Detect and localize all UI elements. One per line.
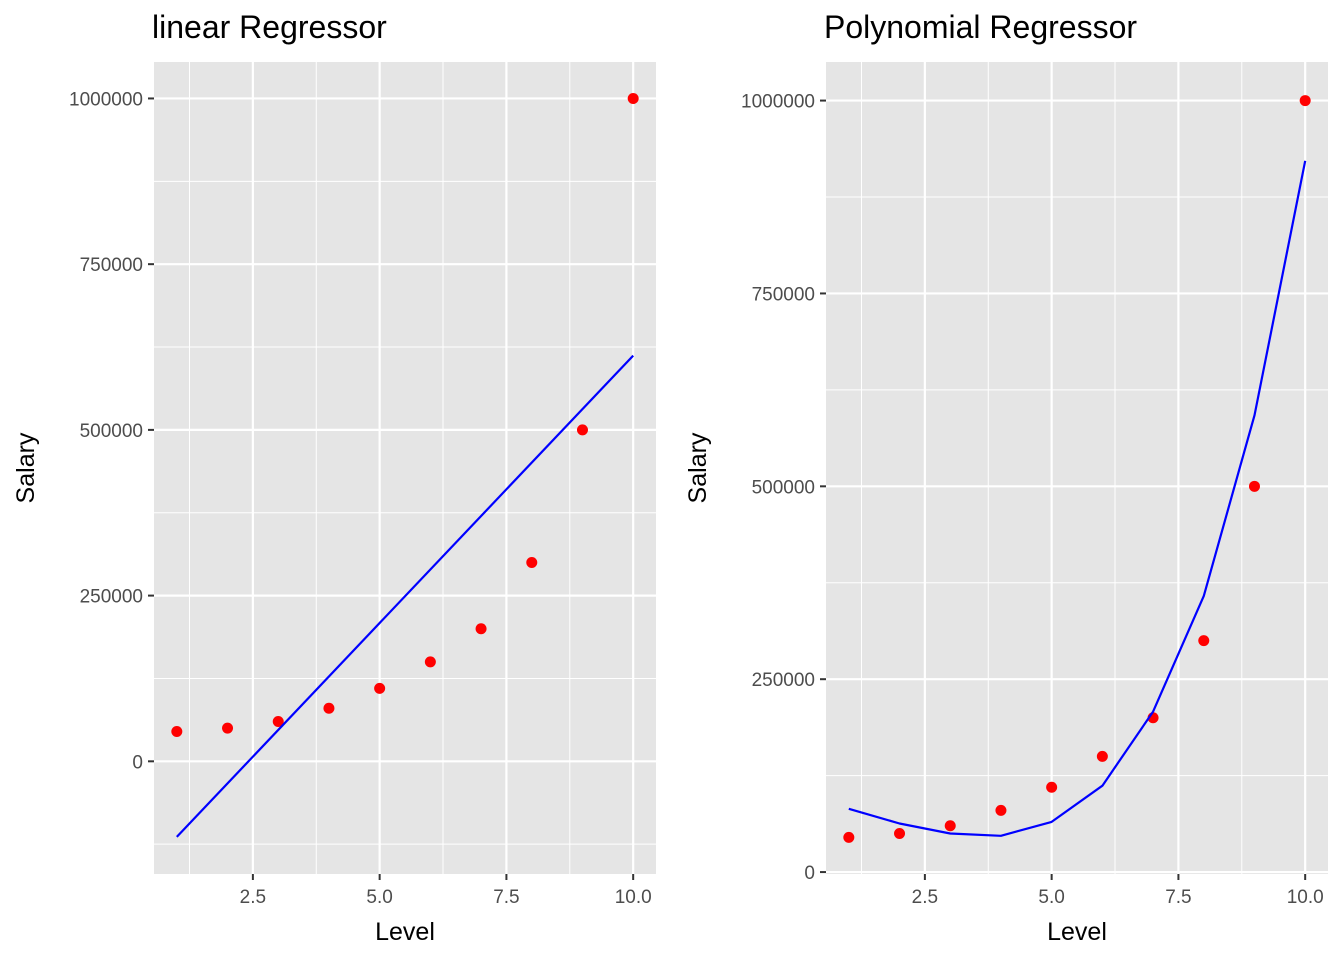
x-tick-label: 10.0 [615,887,652,908]
chart-title: Polynomial Regressor [824,9,1137,45]
data-point [1248,480,1260,492]
data-point [944,820,956,832]
data-point [424,656,436,668]
data-point [1198,635,1210,647]
y-axis-title: Salary [684,432,712,503]
data-point [894,827,906,839]
data-point [272,716,284,728]
y-tick-label: 250000 [80,587,143,608]
polynomial-regressor-chart: 2.5 5.0 7.5 10.0 0 250000 500000 750000 1000000 P… [684,9,1328,946]
data-point [627,92,639,104]
data-point [475,623,487,635]
data-point [222,722,234,734]
y-tick-label: 1000000 [741,92,815,113]
x-tick-label: 2.5 [240,887,266,908]
data-point [171,725,183,737]
data-point [1046,781,1058,793]
plot-panel [826,62,1328,874]
data-point [1096,750,1108,762]
regression-line [176,354,634,838]
y-tick-label: 500000 [80,421,143,442]
x-tick-label: 7.5 [1165,887,1191,908]
linear-regressor-chart: 2.5 5.0 7.5 10.0 0 250000 500000 750000 1000000 l… [12,9,656,946]
y-tick-label: 0 [804,863,815,884]
regression-line [848,160,1307,837]
y-tick-label: 0 [132,752,143,773]
y-tick-label: 750000 [80,255,143,276]
chart-title: linear Regressor [152,9,387,45]
y-tick-label: 750000 [752,284,815,305]
x-tick-label: 5.0 [1038,887,1064,908]
data-point [995,804,1007,816]
data-point [843,831,855,843]
data-point [374,682,386,694]
data-point [526,556,538,568]
y-axis-title: Salary [12,432,40,503]
x-tick-label: 5.0 [366,887,392,908]
data-point [323,702,335,714]
x-axis-title: Level [1047,918,1107,946]
plot-panel [154,62,656,874]
y-tick-label: 1000000 [69,89,143,110]
y-tick-label: 500000 [752,477,815,498]
data-point [1299,95,1311,107]
data-point [576,424,588,436]
y-tick-label: 250000 [752,670,815,691]
x-axis-title: Level [375,918,435,946]
x-tick-label: 10.0 [1287,887,1324,908]
x-tick-label: 2.5 [912,887,938,908]
x-tick-label: 7.5 [493,887,519,908]
